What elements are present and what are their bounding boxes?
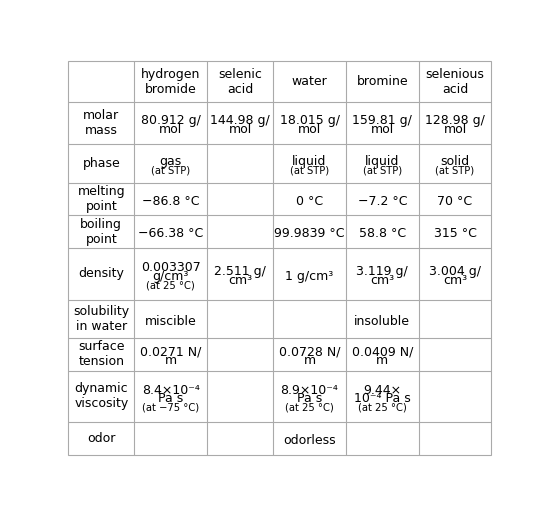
Text: (at STP): (at STP)	[151, 165, 190, 175]
Text: (at 25 °C): (at 25 °C)	[285, 403, 334, 412]
Text: mol: mol	[298, 123, 321, 136]
Text: g/cm³: g/cm³	[152, 270, 189, 283]
Text: 1 g/cm³: 1 g/cm³	[286, 270, 334, 283]
Text: 0.0409 N/: 0.0409 N/	[352, 345, 413, 359]
Text: insoluble: insoluble	[354, 315, 410, 328]
Text: m: m	[165, 354, 177, 367]
Text: liquid: liquid	[365, 155, 400, 168]
Text: water: water	[292, 75, 328, 88]
Text: hydrogen
bromide: hydrogen bromide	[141, 67, 200, 96]
Text: liquid: liquid	[292, 155, 327, 168]
Text: 0 °C: 0 °C	[296, 195, 323, 207]
Text: cm³: cm³	[443, 274, 467, 287]
Text: molar
mass: molar mass	[83, 109, 120, 137]
Text: 315 °C: 315 °C	[434, 227, 477, 240]
Text: m: m	[304, 354, 316, 367]
Text: dynamic
viscosity: dynamic viscosity	[74, 382, 128, 410]
Text: solid: solid	[441, 155, 470, 168]
Text: mol: mol	[371, 123, 394, 136]
Text: cm³: cm³	[370, 274, 394, 287]
Text: 8.4×10⁻⁴: 8.4×10⁻⁴	[142, 384, 200, 397]
Text: 0.0271 N/: 0.0271 N/	[140, 345, 201, 359]
Text: 128.98 g/: 128.98 g/	[425, 114, 485, 127]
Text: odorless: odorless	[283, 434, 336, 447]
Text: mol: mol	[159, 123, 182, 136]
Text: −66.38 °C: −66.38 °C	[138, 227, 203, 240]
Text: 3.119 g/: 3.119 g/	[357, 265, 408, 278]
Text: 70 °C: 70 °C	[437, 195, 473, 207]
Text: (at STP): (at STP)	[363, 165, 402, 175]
Text: 3.004 g/: 3.004 g/	[429, 265, 481, 278]
Text: 0.003307: 0.003307	[141, 261, 200, 274]
Text: Pa s: Pa s	[158, 392, 183, 405]
Text: 159.81 g/: 159.81 g/	[352, 114, 412, 127]
Text: (at −75 °C): (at −75 °C)	[142, 403, 199, 412]
Text: density: density	[78, 267, 124, 281]
Text: 0.0728 N/: 0.0728 N/	[279, 345, 340, 359]
Text: 18.015 g/: 18.015 g/	[280, 114, 340, 127]
Text: solubility
in water: solubility in water	[73, 305, 129, 333]
Text: 99.9839 °C: 99.9839 °C	[274, 227, 345, 240]
Text: miscible: miscible	[145, 315, 197, 328]
Text: −86.8 °C: −86.8 °C	[142, 195, 199, 207]
Text: 58.8 °C: 58.8 °C	[359, 227, 406, 240]
Text: 9.44×: 9.44×	[363, 384, 401, 397]
Text: odor: odor	[87, 432, 115, 445]
Text: bromine: bromine	[357, 75, 408, 88]
Text: m: m	[376, 354, 388, 367]
Text: 10⁻⁴ Pa s: 10⁻⁴ Pa s	[354, 392, 411, 405]
Text: boiling
point: boiling point	[80, 218, 122, 246]
Text: surface
tension: surface tension	[78, 340, 124, 368]
Text: 144.98 g/: 144.98 g/	[210, 114, 270, 127]
Text: mol: mol	[228, 123, 252, 136]
Text: (at 25 °C): (at 25 °C)	[358, 403, 407, 412]
Text: 80.912 g/: 80.912 g/	[141, 114, 200, 127]
Text: mol: mol	[443, 123, 467, 136]
Text: selenic
acid: selenic acid	[218, 67, 262, 96]
Text: 2.511 g/: 2.511 g/	[214, 265, 266, 278]
Text: (at STP): (at STP)	[290, 165, 329, 175]
Text: gas: gas	[159, 155, 182, 168]
Text: −7.2 °C: −7.2 °C	[358, 195, 407, 207]
Text: melting
point: melting point	[78, 185, 125, 213]
Text: phase: phase	[82, 157, 120, 170]
Text: (at 25 °C): (at 25 °C)	[146, 280, 195, 290]
Text: cm³: cm³	[228, 274, 252, 287]
Text: Pa s: Pa s	[297, 392, 322, 405]
Text: selenious
acid: selenious acid	[425, 67, 484, 96]
Text: 8.9×10⁻⁴: 8.9×10⁻⁴	[281, 384, 339, 397]
Text: (at STP): (at STP)	[436, 165, 474, 175]
